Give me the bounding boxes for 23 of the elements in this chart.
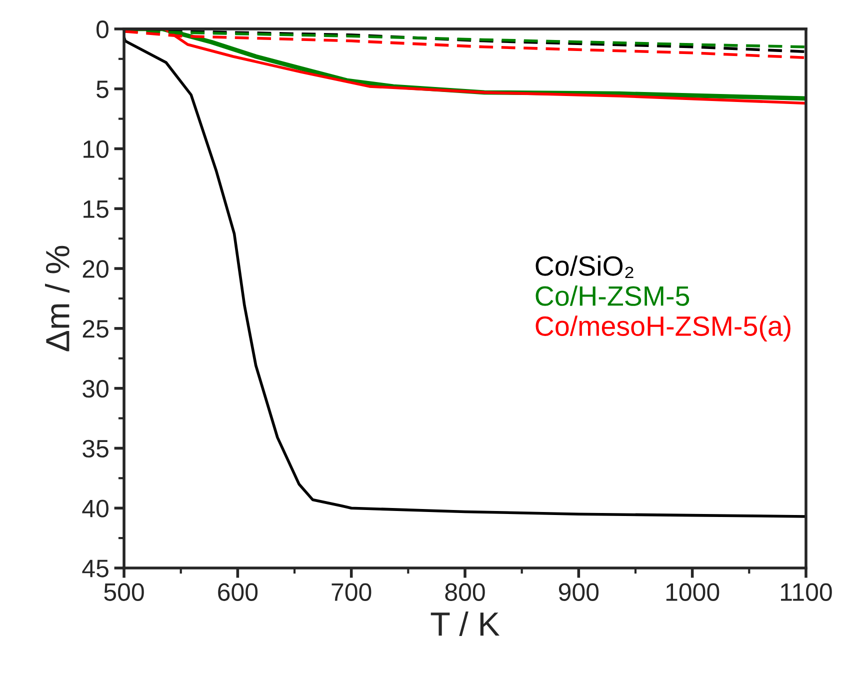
x-axis-title: T / K: [430, 611, 500, 636]
y-tick-label: 45: [82, 560, 108, 578]
y-tick-label: 15: [84, 200, 108, 218]
y-tick-label: 10: [84, 140, 108, 158]
y-tick-label: 0: [96, 20, 108, 38]
y-tick-label: 5: [96, 80, 108, 98]
text: Co/SiO₂: [536, 255, 634, 278]
y-tick-label: 20: [82, 260, 108, 278]
text: Co/H-ZSM-5: [536, 286, 690, 306]
x-tick-label: 1100: [781, 583, 832, 601]
line-series: [124, 36, 806, 518]
y-tick-label: 25: [82, 320, 108, 338]
x-tick-label: 500: [104, 583, 144, 601]
y-tick-label: 30: [82, 380, 108, 398]
y-axis-title: Δm / %: [45, 246, 70, 352]
x-tick-label: 800: [445, 583, 485, 601]
y-tick-label: 40: [82, 500, 108, 518]
y-tick-label: 35: [82, 440, 108, 458]
x-tick-label: 600: [218, 583, 258, 601]
x-tick-label: 1000: [666, 583, 720, 601]
text: Co/mesoH-ZSM-5(a): [536, 316, 790, 342]
x-tick-label: 900: [558, 583, 599, 601]
x-tick-label: 700: [332, 583, 372, 601]
